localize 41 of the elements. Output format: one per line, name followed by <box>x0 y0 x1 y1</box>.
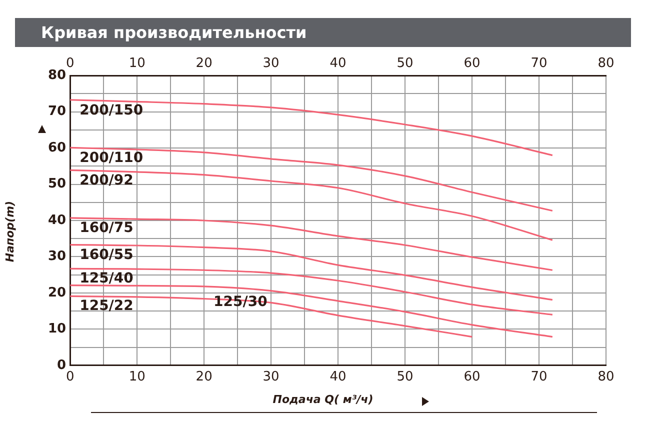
y-tick-label: 0 <box>57 358 66 373</box>
y-tick-label: 30 <box>48 249 66 264</box>
y-axis-title: Напор(m) <box>4 200 16 264</box>
series-label: 200/150 <box>80 102 144 118</box>
series-label: 160/55 <box>80 246 134 263</box>
x-tick-label: 70 <box>530 370 548 385</box>
line-series <box>70 284 554 338</box>
x-tick-label: 60 <box>464 370 480 385</box>
y-tick-label: 50 <box>48 176 66 192</box>
x-tick-label: 50 <box>396 370 414 385</box>
y-tick-label: 20 <box>48 285 66 300</box>
series-label: 160/75 <box>80 220 134 236</box>
series-label: 200/110 <box>80 150 144 166</box>
x-tick-label: 30 <box>262 370 280 385</box>
x2-tick-label: 20 <box>196 56 212 72</box>
series-label: 125/22 <box>80 298 134 314</box>
series-label: 200/92 <box>80 172 134 189</box>
line-series <box>70 169 554 241</box>
x2-tick-label: 50 <box>396 56 414 72</box>
line-series <box>70 295 473 338</box>
x2-tick-label: 30 <box>262 56 280 72</box>
y-tick-label: 80 <box>48 68 66 83</box>
line-series <box>70 217 554 271</box>
x2-tick-label: 80 <box>598 56 614 72</box>
chart-title: Кривая производительности <box>15 18 631 47</box>
x-tick-label: 10 <box>128 370 146 385</box>
line-series <box>70 268 554 316</box>
series-label: 125/40 <box>80 270 134 286</box>
x2-tick-label: 60 <box>464 56 480 72</box>
line-series <box>70 146 554 212</box>
y-tick-label: 60 <box>48 140 66 156</box>
x2-tick-label: 40 <box>330 56 346 72</box>
y-tick-label: 70 <box>48 104 66 120</box>
y-tick-label: 10 <box>48 322 66 337</box>
x-tick-label: 80 <box>598 370 614 385</box>
x2-tick-label: 70 <box>530 56 548 72</box>
x-tick-label: 40 <box>330 370 346 385</box>
x-tick-label: 20 <box>196 370 212 385</box>
y-tick-label: 40 <box>48 212 66 228</box>
x2-tick-label: 10 <box>128 56 146 72</box>
x-axis-title: Подача Q( м³/ч) <box>272 393 374 406</box>
